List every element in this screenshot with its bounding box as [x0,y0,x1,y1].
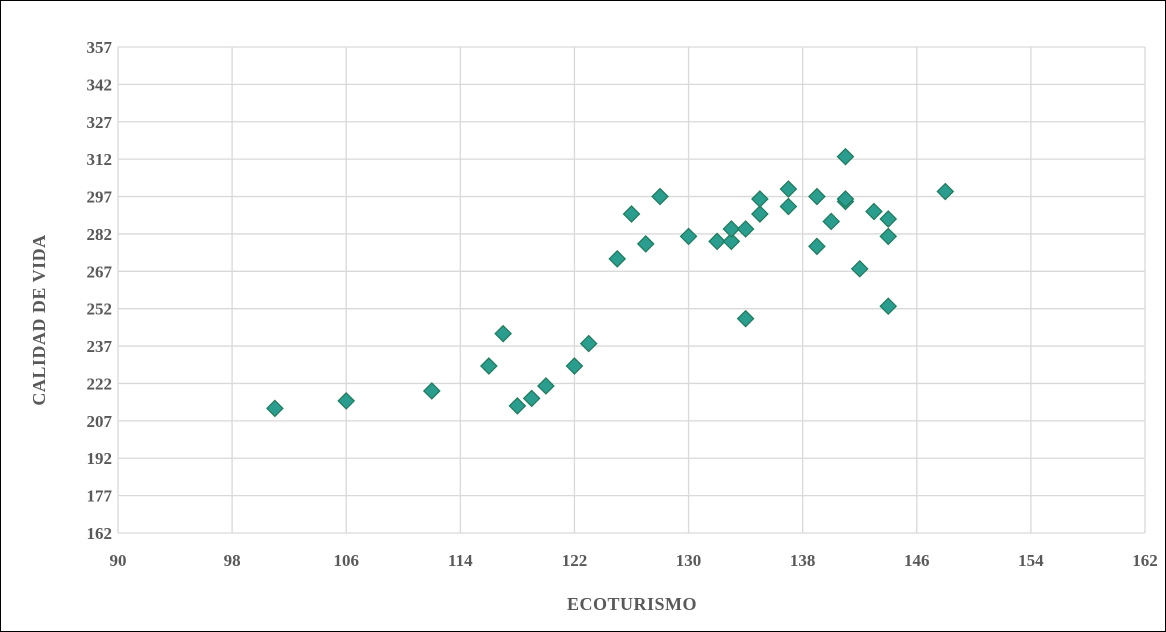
data-point [808,237,826,256]
x-axis-ticks: 90 98 106 114 122 130 138 146 154 162 [110,551,1158,570]
y-tick-label: 192 [87,449,113,468]
y-tick-label: 207 [87,412,113,431]
data-point [736,220,755,238]
y-tick-label: 297 [87,188,113,207]
data-point [779,180,798,198]
data-point [879,297,898,316]
x-tick-label: 154 [1018,551,1044,570]
x-tick-label: 122 [562,551,588,570]
data-point [608,249,627,268]
data-point [850,259,869,278]
data-point [337,392,356,410]
x-tick-label: 90 [110,551,127,570]
data-point [836,190,855,208]
y-tick-label: 267 [87,262,113,281]
data-point [494,324,512,343]
x-tick-label: 130 [676,551,702,570]
data-point [779,197,798,216]
y-tick-label: 312 [87,150,113,169]
data-point [836,147,855,166]
data-point [808,187,826,206]
x-tick-label: 138 [790,551,816,570]
data-point [822,212,841,231]
y-tick-label: 327 [87,113,113,132]
data-point [879,227,898,246]
y-tick-label: 252 [87,300,113,319]
data-point [751,190,769,208]
data-points [266,147,955,418]
x-tick-label: 106 [333,551,359,570]
y-tick-label: 162 [87,524,113,543]
data-point [622,205,641,223]
data-point [679,227,698,246]
x-axis-title: ECOTURISMO [567,594,697,614]
data-point [422,382,441,400]
x-tick-label: 146 [904,551,930,570]
data-point [522,389,541,408]
data-point [936,182,955,201]
y-axis-ticks: 162 177 192 207 222 237 252 267 282 297 312 327 342 3… [87,38,113,543]
data-point [751,205,769,223]
data-point [480,357,498,375]
data-point [722,232,741,251]
data-point [508,397,527,415]
data-point [266,399,284,418]
data-point [708,232,726,251]
gridlines [117,46,1146,534]
y-tick-label: 282 [87,225,113,244]
data-point [579,334,598,353]
y-tick-label: 342 [87,75,113,94]
data-point [636,235,655,253]
x-tick-label: 114 [448,551,473,570]
data-point [879,210,898,228]
x-tick-label: 162 [1132,551,1158,570]
data-point [651,187,669,206]
data-point [537,377,555,395]
y-axis-title: CALIDAD DE VIDA [29,234,49,405]
y-tick-label: 237 [87,337,113,356]
y-tick-label: 222 [87,374,113,393]
data-point [722,220,741,238]
data-point [865,202,883,221]
y-tick-label: 177 [87,487,113,506]
data-point [736,309,755,328]
y-tick-label: 357 [87,38,113,57]
x-tick-label: 98 [224,551,241,570]
data-point [565,357,584,375]
